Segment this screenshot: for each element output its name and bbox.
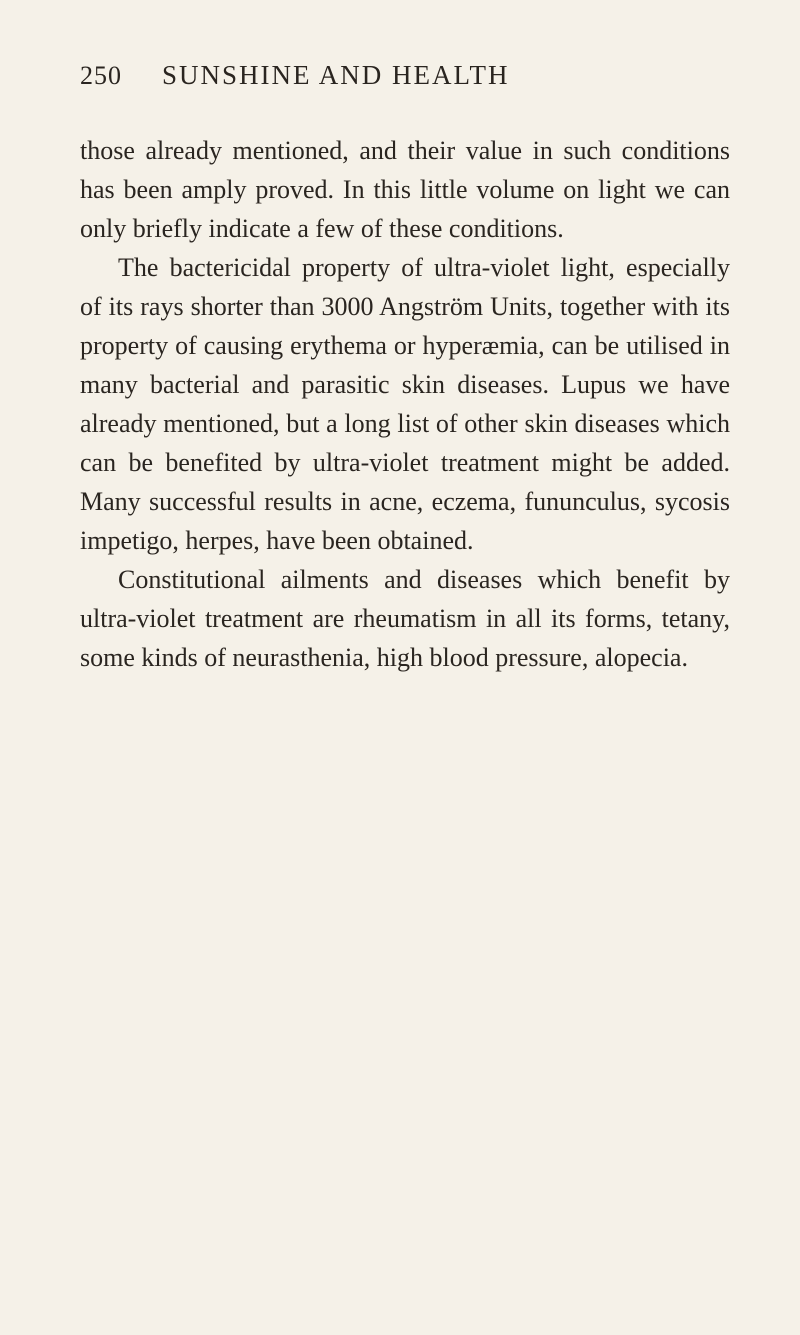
page-header: 250 SUNSHINE AND HEALTH: [80, 60, 730, 91]
page-number: 250: [80, 61, 122, 91]
paragraph-2: The bactericidal property of ultra-viole…: [80, 248, 730, 560]
page-title: SUNSHINE AND HEALTH: [162, 60, 510, 91]
body-text: those already mentioned, and their value…: [80, 131, 730, 677]
paragraph-3: Constitutional ailments and diseases whi…: [80, 560, 730, 677]
paragraph-1: those already mentioned, and their value…: [80, 131, 730, 248]
